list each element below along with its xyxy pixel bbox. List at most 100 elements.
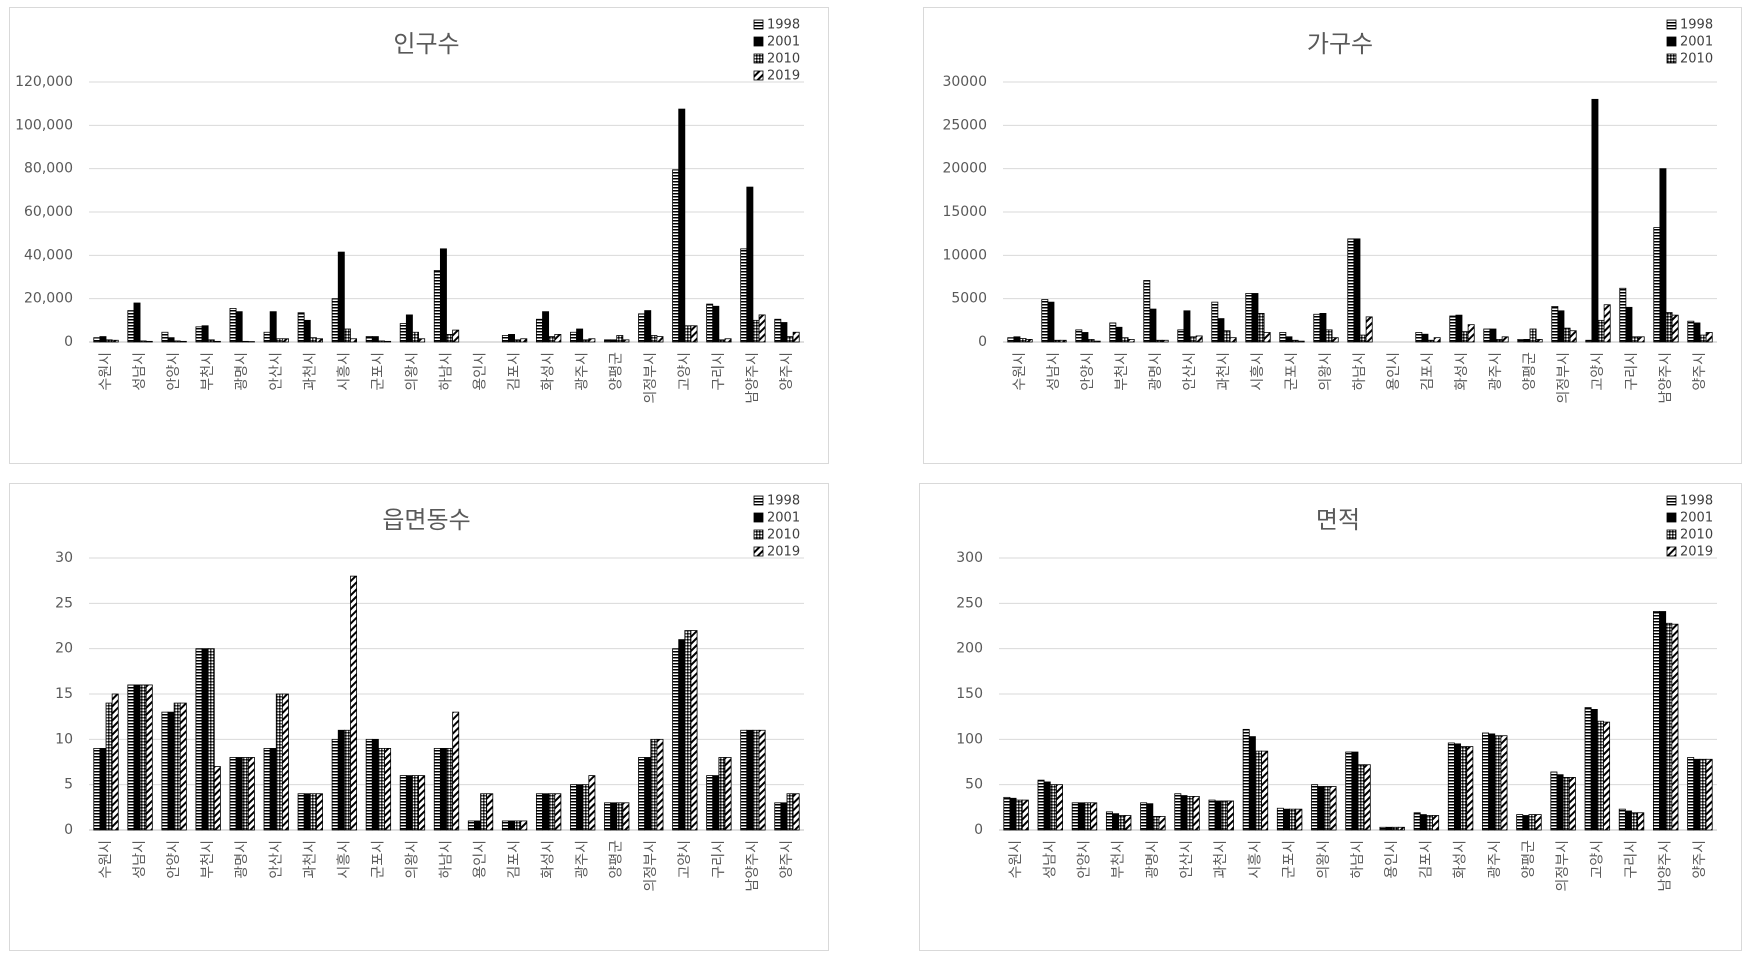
bar <box>1323 786 1331 831</box>
bar <box>1255 750 1262 831</box>
bar <box>1415 332 1423 343</box>
x-tick-label: 과천시 <box>302 352 318 391</box>
bar <box>520 820 528 831</box>
bar <box>1637 336 1645 343</box>
bar <box>1385 826 1393 831</box>
x-tick-label: 화성시 <box>541 352 557 391</box>
bar <box>650 738 658 831</box>
bar <box>542 793 550 831</box>
x-tick-label: 하남시 <box>439 840 455 879</box>
bar <box>1522 815 1530 831</box>
bar <box>650 335 658 343</box>
bar <box>418 775 426 831</box>
bar <box>1226 800 1234 831</box>
bar <box>235 757 243 831</box>
x-tick-label: 고양시 <box>1590 352 1606 391</box>
chart-title: 인구수 <box>393 30 459 58</box>
bar <box>706 775 714 831</box>
legend-swatch <box>753 512 764 523</box>
bar <box>610 339 618 343</box>
bar <box>1025 338 1033 343</box>
bar <box>1461 331 1469 343</box>
bar <box>1214 800 1222 831</box>
y-tick-label: 5000 <box>951 291 987 307</box>
bar <box>1427 339 1435 343</box>
bar <box>1297 340 1305 343</box>
bar <box>316 338 323 343</box>
bar <box>337 251 345 343</box>
bar <box>384 340 392 343</box>
bar <box>514 339 522 343</box>
bar <box>1217 318 1225 343</box>
legend-label: 2010 <box>1680 52 1713 67</box>
x-tick-label: 남양주시 <box>1658 840 1674 892</box>
x-tick-label: 광주시 <box>575 352 591 391</box>
bar <box>1186 796 1194 831</box>
bar <box>1551 306 1559 343</box>
bar <box>371 336 379 343</box>
bar <box>480 793 488 831</box>
x-tick-label: 화성시 <box>541 840 557 879</box>
bar <box>1158 815 1166 831</box>
bar <box>1659 168 1667 343</box>
legend-swatch <box>1666 546 1677 557</box>
legend-swatch <box>1666 53 1677 64</box>
x-tick-label: 하남시 <box>439 352 455 391</box>
bar <box>1059 339 1067 343</box>
y-tick-label: 20000 <box>942 161 987 177</box>
bar <box>105 702 113 831</box>
bar <box>1093 340 1101 343</box>
bar <box>570 784 577 831</box>
bar <box>604 802 612 831</box>
bar <box>1345 751 1353 831</box>
bar <box>1090 802 1098 831</box>
bar <box>405 775 413 831</box>
y-tick-label: 300 <box>956 550 983 566</box>
bar <box>1152 815 1160 831</box>
bar <box>412 775 419 831</box>
bar <box>1489 328 1497 343</box>
y-tick-label: 10000 <box>942 247 987 263</box>
bar <box>1523 338 1531 343</box>
bar <box>644 757 652 831</box>
bar <box>1291 339 1299 343</box>
y-tick-label: 15000 <box>942 204 987 220</box>
x-tick-label: 부천시 <box>1114 352 1130 391</box>
bar <box>433 747 441 831</box>
bar <box>1455 314 1463 343</box>
bar <box>1047 301 1055 343</box>
bar <box>486 793 494 831</box>
legend-swatch <box>753 53 764 64</box>
x-tick-label: 의왕시 <box>404 840 420 879</box>
x-tick-label: 의왕시 <box>404 352 420 391</box>
bar <box>331 298 339 343</box>
bar <box>474 820 481 831</box>
bar <box>1460 746 1468 831</box>
bar <box>1659 611 1667 831</box>
x-tick-label: 고양시 <box>1589 840 1605 879</box>
y-tick-label: 250 <box>956 595 983 611</box>
x-tick-label: 부천시 <box>1111 840 1127 879</box>
x-tick-label: 양평군 <box>1522 352 1538 391</box>
bar <box>1397 826 1405 831</box>
y-tick-label: 20 <box>55 641 73 657</box>
x-tick-label: 김포시 <box>507 840 523 879</box>
bar <box>1009 797 1017 831</box>
y-tick-label: 80,000 <box>24 161 73 177</box>
bar <box>303 319 311 343</box>
bar <box>1413 812 1421 831</box>
bar <box>724 757 732 831</box>
chart-title: 가구수 <box>1307 30 1373 58</box>
bar <box>1081 332 1089 343</box>
bar <box>622 339 630 343</box>
bar <box>1223 330 1231 343</box>
bar <box>350 338 358 343</box>
x-tick-label: 김포시 <box>1420 352 1436 391</box>
bar <box>263 331 271 343</box>
x-tick-label: 남양주시 <box>1658 352 1674 404</box>
bar <box>161 711 169 831</box>
bar <box>718 339 726 343</box>
bar <box>758 729 766 831</box>
bar <box>1671 314 1679 343</box>
x-tick-label: 용인시 <box>473 352 489 391</box>
